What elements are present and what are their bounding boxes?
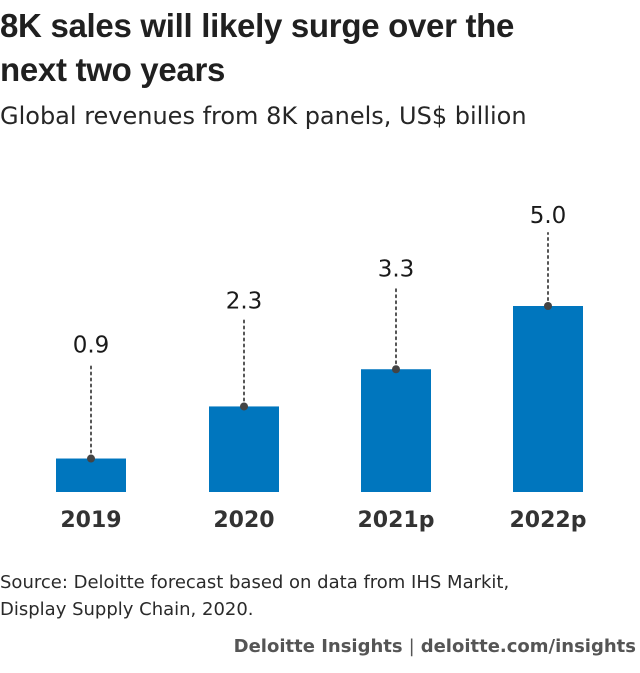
source-line-2: Display Supply Chain, 2020. — [0, 599, 254, 620]
leader-dot-2019 — [87, 454, 95, 463]
category-label-2020: 2020 — [213, 508, 274, 533]
leader-dot-2021p — [392, 365, 400, 374]
footer-brand: Deloitte Insights — [233, 636, 403, 657]
chart-title: 8K sales will likely surge over the next… — [0, 4, 636, 92]
value-label-2021p: 3.3 — [378, 257, 415, 283]
source-line-1: Source: Deloitte forecast based on data … — [0, 572, 510, 593]
bar-chart: 0.9 2019 2.3 2020 3.3 2021p 5.0 2022p — [56, 203, 587, 533]
chart-title-line-2: next two years — [0, 51, 226, 88]
value-label-2019: 0.9 — [73, 333, 110, 359]
source-note: Source: Deloitte forecast based on data … — [0, 569, 636, 623]
chart-title-line-1: 8K sales will likely surge over the — [0, 7, 515, 44]
category-label-2021p: 2021p — [358, 508, 435, 533]
value-label-2020: 2.3 — [226, 288, 263, 314]
category-label-2022p: 2022p — [510, 508, 587, 533]
leader-dot-2022p — [544, 302, 552, 310]
value-label-2022p: 5.0 — [530, 203, 567, 229]
footer-url[interactable]: deloitte.com/insights — [420, 636, 636, 657]
bar-2020 — [209, 406, 279, 492]
footer-separator: | — [408, 636, 415, 657]
footer-credit: Deloitte Insights | deloitte.com/insights — [234, 636, 636, 657]
chart-subtitle: Global revenues from 8K panels, US$ bill… — [0, 102, 527, 130]
leader-dot-2020 — [240, 402, 248, 411]
bar-2021p — [361, 369, 431, 492]
category-label-2019: 2019 — [60, 508, 121, 533]
bar-2022p — [513, 306, 583, 492]
bar-2019 — [56, 458, 126, 492]
